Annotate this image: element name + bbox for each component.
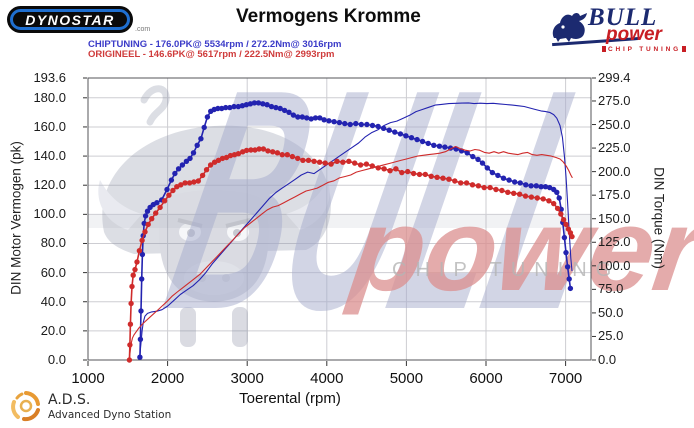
series-origineel-torque bbox=[126, 146, 575, 363]
series-chiptuning-power bbox=[139, 102, 573, 358]
dynostar-logo: DYNOSTAR bbox=[7, 6, 133, 33]
bullpower-logo-tagline: CHIP TUNING bbox=[608, 46, 681, 53]
watermark-band bbox=[88, 215, 591, 228]
series-chiptuning-torque bbox=[137, 100, 574, 360]
y-axis-left-title: DIN Motor Vermogen (pk) bbox=[8, 141, 24, 295]
ads-logo: A.D.S. Advanced Dyno Station bbox=[8, 388, 171, 428]
plot-frame bbox=[87, 77, 592, 361]
ads-abbr: A.D.S. bbox=[48, 392, 91, 408]
bullpower-logo: BULL power CHIP TUNING bbox=[548, 2, 690, 60]
ads-name: Advanced Dyno Station bbox=[48, 409, 172, 421]
bullpower-logo-square-right bbox=[682, 46, 686, 52]
page-title: Vermogens Kromme bbox=[236, 6, 421, 27]
bull-icon bbox=[552, 13, 587, 42]
bullpower-logo-power: power bbox=[606, 24, 662, 45]
x-axis-title: Toerental (rpm) bbox=[239, 390, 341, 407]
ads-swirl-icon bbox=[11, 391, 40, 422]
series-origineel-power bbox=[128, 145, 573, 361]
bullpower-logo-bull: BULL bbox=[588, 4, 658, 31]
watermark-bull-drawing bbox=[98, 85, 331, 347]
bullpower-logo-square-left bbox=[602, 46, 606, 52]
dynostar-logo-suffix: .com bbox=[135, 26, 151, 33]
legend-origineel: ORIGINEEL - 146.6PK@ 5617rpm / 222.5Nm@ … bbox=[88, 49, 335, 60]
legend-chiptuning: CHIPTUNING - 176.0PK@ 5534rpm / 272.2Nm@… bbox=[88, 39, 342, 50]
watermark-chip-text: CHIP TUNING bbox=[392, 259, 620, 281]
watermark-power-text: power bbox=[341, 185, 694, 316]
dynostar-logo-text: DYNOSTAR bbox=[25, 11, 115, 28]
dynostar-logo-ring bbox=[10, 9, 130, 30]
y-axis-right-title: DIN Torque (Nm) bbox=[651, 167, 667, 269]
tick-marks bbox=[83, 77, 596, 366]
